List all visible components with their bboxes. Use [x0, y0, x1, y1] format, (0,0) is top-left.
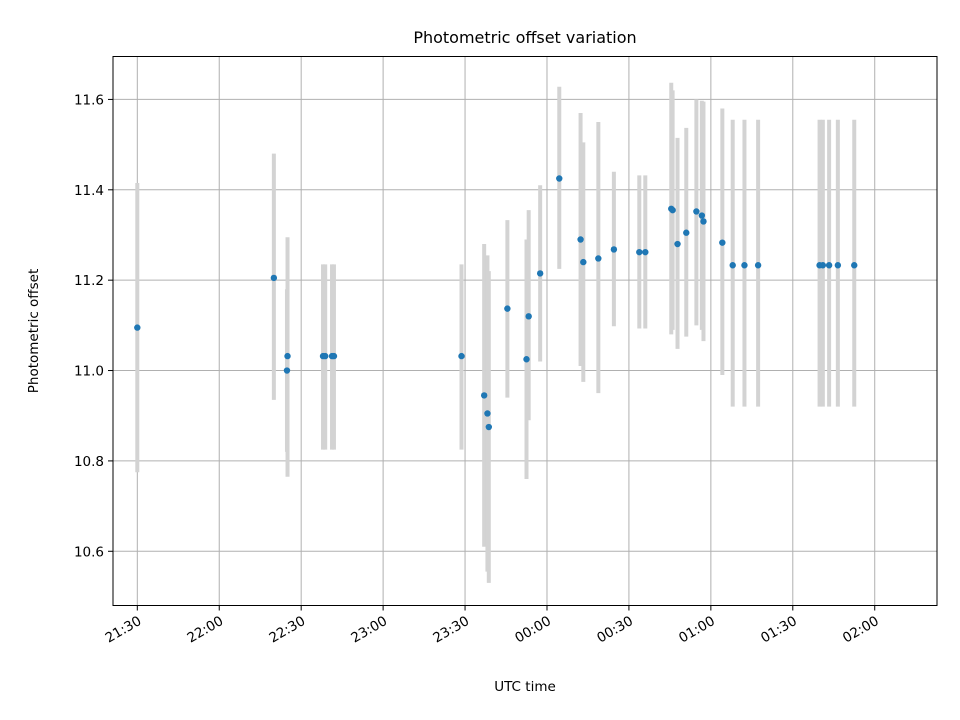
x-axis-ticks: 21:30 22:00 22:30 23:00 23:30 00:00 00:30 01:00…: [103, 605, 882, 646]
data-point: [834, 262, 842, 269]
x-tick-label: 21:30: [103, 613, 145, 646]
y-axis-ticks: 10.6 10.8 11.0 11.2 11.4 11.6: [74, 92, 113, 560]
x-tick-label: 22:00: [185, 613, 227, 646]
x-tick-label: 22:30: [266, 613, 308, 646]
y-tick-label: 11.4: [74, 183, 104, 199]
data-point: [577, 236, 584, 243]
data-point: [458, 352, 465, 360]
data-point: [754, 262, 762, 269]
data-point: [683, 229, 690, 236]
data-point: [270, 274, 278, 282]
data-point: [485, 423, 493, 431]
data-point: [595, 255, 602, 262]
x-tick-label: 02:00: [840, 613, 882, 646]
data-point: [322, 352, 329, 360]
data-point: [610, 246, 618, 253]
data-point: [636, 248, 643, 256]
data-point: [851, 262, 858, 269]
x-tick-label: 00:00: [512, 613, 554, 646]
plot-frame: [112, 56, 938, 606]
x-tick-label: 01:00: [676, 613, 718, 646]
data-point: [698, 212, 706, 219]
data-point: [729, 262, 736, 269]
x-tick-label: 01:30: [758, 613, 800, 646]
y-tick-label: 10.8: [74, 454, 104, 470]
y-axis-label: Photometric offset: [26, 269, 42, 393]
chart-title: Photometric offset variation: [413, 28, 636, 47]
data-point: [669, 206, 676, 214]
data-point: [284, 352, 291, 360]
data-point: [525, 313, 532, 320]
data-point: [719, 239, 726, 246]
x-tick-label: 23:00: [348, 613, 390, 646]
x-axis-label: UTC time: [494, 679, 556, 695]
error-bars: [135, 82, 857, 583]
data-point: [283, 367, 291, 374]
data-point: [693, 208, 700, 215]
data-point: [134, 324, 141, 331]
data-point: [536, 270, 544, 277]
data-point: [480, 392, 488, 399]
data-point: [523, 356, 530, 363]
x-tick-label: 00:30: [594, 613, 636, 646]
y-tick-label: 11.0: [74, 364, 104, 380]
data-point: [556, 175, 563, 182]
data-point: [741, 262, 748, 269]
data-point: [484, 410, 491, 417]
data-point: [330, 352, 338, 360]
data-point: [674, 240, 681, 248]
y-tick-label: 11.2: [74, 273, 104, 289]
y-tick-label: 10.6: [74, 544, 104, 560]
data-points: [134, 175, 858, 431]
data-point: [700, 218, 707, 225]
data-point: [580, 258, 587, 266]
x-tick-label: 23:30: [430, 613, 472, 646]
y-tick-label: 11.6: [74, 92, 104, 108]
data-point: [642, 248, 649, 256]
data-point: [819, 262, 827, 269]
data-point: [504, 305, 511, 312]
data-point: [825, 262, 833, 269]
